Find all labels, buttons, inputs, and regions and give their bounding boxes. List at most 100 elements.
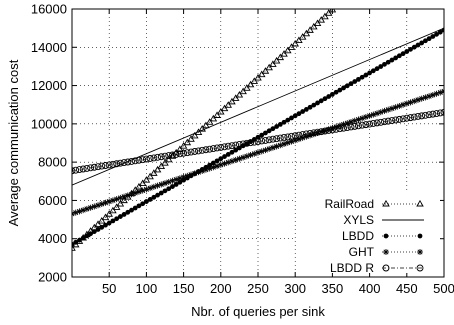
series-marker-lbdd-r <box>261 136 269 144</box>
series-marker-lbdd-r <box>221 143 228 151</box>
series-marker-railroad <box>224 101 233 108</box>
series-marker-lbdd-r <box>232 141 240 149</box>
series-marker-lbdd <box>125 209 131 215</box>
series-marker-lbdd-r <box>440 108 444 116</box>
series-marker-lbdd-r <box>414 113 422 120</box>
series-marker-railroad <box>205 118 214 125</box>
series-lbdd <box>72 27 444 247</box>
series-marker-lbdd <box>173 182 179 187</box>
series-marker-railroad <box>280 50 288 57</box>
legend-label-ght: GHT <box>349 245 375 259</box>
series-marker-railroad <box>97 216 106 224</box>
series-marker-lbdd <box>121 212 127 217</box>
series-marker-railroad <box>150 169 158 176</box>
series-marker-lbdd-r <box>276 134 284 142</box>
series-marker-lbdd <box>140 201 146 207</box>
series-marker-lbdd-r <box>392 116 400 124</box>
series-marker-railroad <box>265 63 273 71</box>
series-marker-lbdd <box>132 205 138 211</box>
series-marker-lbdd-r <box>321 127 329 135</box>
series-marker-railroad <box>202 121 210 129</box>
series-marker-lbdd <box>359 74 365 80</box>
series-marker-railroad <box>72 244 76 251</box>
series-marker-lbdd-r <box>310 129 318 137</box>
series-marker-railroad <box>176 145 184 152</box>
series-marker-railroad <box>187 135 195 142</box>
x-tick-label: 100 <box>136 281 158 296</box>
series-marker-ght <box>414 96 421 103</box>
series-marker-lbdd-r <box>395 115 403 123</box>
series-marker-lbdd-r <box>243 139 251 147</box>
series-marker-railroad <box>276 53 285 61</box>
series-marker-lbdd <box>315 100 320 106</box>
series-marker-railroad <box>250 77 259 84</box>
series-marker-lbdd <box>263 130 268 136</box>
series-marker-railroad <box>142 176 151 183</box>
series-marker-lbdd <box>326 94 332 99</box>
legend-label-xyls: XYLS <box>343 213 374 227</box>
series-marker-lbdd-r <box>213 144 221 152</box>
series-marker-railroad <box>287 43 296 50</box>
series-marker-lbdd-r <box>265 136 273 144</box>
series-marker-railroad <box>269 60 277 67</box>
series-marker-lbdd-r <box>302 130 310 138</box>
series-marker-ght <box>76 208 83 215</box>
legend-label-lbdd-r: LBDD R <box>330 261 374 275</box>
x-axis-label: Nbr. of queries per sink <box>191 304 325 319</box>
series-marker-lbdd <box>289 115 294 121</box>
series-marker-lbdd-r <box>403 114 411 122</box>
legend-marker-lbdd-r <box>416 264 424 272</box>
series-marker-lbdd <box>374 66 380 72</box>
series-marker-lbdd-r <box>105 161 113 169</box>
series-marker-lbdd-r <box>172 150 180 158</box>
series-marker-railroad <box>291 39 299 47</box>
series-marker-lbdd-r <box>224 142 232 150</box>
series-marker-lbdd-r <box>202 146 210 154</box>
series-marker-ght <box>199 167 206 174</box>
series-marker-lbdd <box>266 128 272 134</box>
series-marker-lbdd <box>129 207 134 213</box>
series-marker-lbdd <box>307 104 313 110</box>
series-marker-lbdd <box>337 87 343 93</box>
series-marker-railroad <box>243 84 251 91</box>
series-marker-lbdd-r <box>124 158 132 166</box>
series-marker-lbdd-r <box>421 111 429 119</box>
series-marker-railroad <box>321 12 329 20</box>
series-marker-lbdd-r <box>75 166 83 174</box>
series-marker-railroad <box>254 73 262 81</box>
series-marker-lbdd <box>344 83 350 89</box>
series-marker-lbdd-r <box>142 155 150 163</box>
series-marker-lbdd-r <box>295 131 303 139</box>
legend-marker-lbdd <box>417 233 423 239</box>
legend-label-railroad: RailRoad <box>325 197 374 211</box>
series-marker-lbdd <box>136 203 142 209</box>
series-marker-railroad <box>183 138 192 146</box>
series-marker-railroad <box>220 104 229 112</box>
series-marker-lbdd <box>88 231 93 237</box>
series-marker-lbdd <box>144 199 149 204</box>
series-marker-railroad <box>112 203 121 210</box>
series-marker-lbdd <box>274 124 279 129</box>
series-marker-lbdd <box>99 224 105 230</box>
series-marker-lbdd-r <box>280 134 288 141</box>
series-marker-ght <box>236 155 243 162</box>
legend-label-lbdd: LBDD <box>342 229 374 243</box>
series-marker-lbdd-r <box>418 112 426 120</box>
series-marker-lbdd <box>73 239 79 245</box>
series-marker-lbdd <box>408 46 413 52</box>
series-marker-lbdd-r <box>269 135 277 143</box>
series-marker-ght <box>377 109 384 116</box>
series-marker-lbdd-r <box>325 127 333 134</box>
series-marker-lbdd-r <box>128 157 135 165</box>
y-axis-label: Average communication cost <box>6 59 21 226</box>
series-marker-lbdd-r <box>362 121 370 129</box>
series-marker-railroad <box>198 125 206 132</box>
series-marker-railroad <box>116 199 125 207</box>
series-marker-lbdd-r <box>407 114 414 122</box>
series-marker-lbdd-r <box>198 146 206 154</box>
series-marker-lbdd <box>259 132 265 138</box>
series-marker-lbdd <box>84 233 90 239</box>
series-marker-lbdd-r <box>354 122 362 130</box>
series-marker-lbdd-r <box>191 148 199 155</box>
